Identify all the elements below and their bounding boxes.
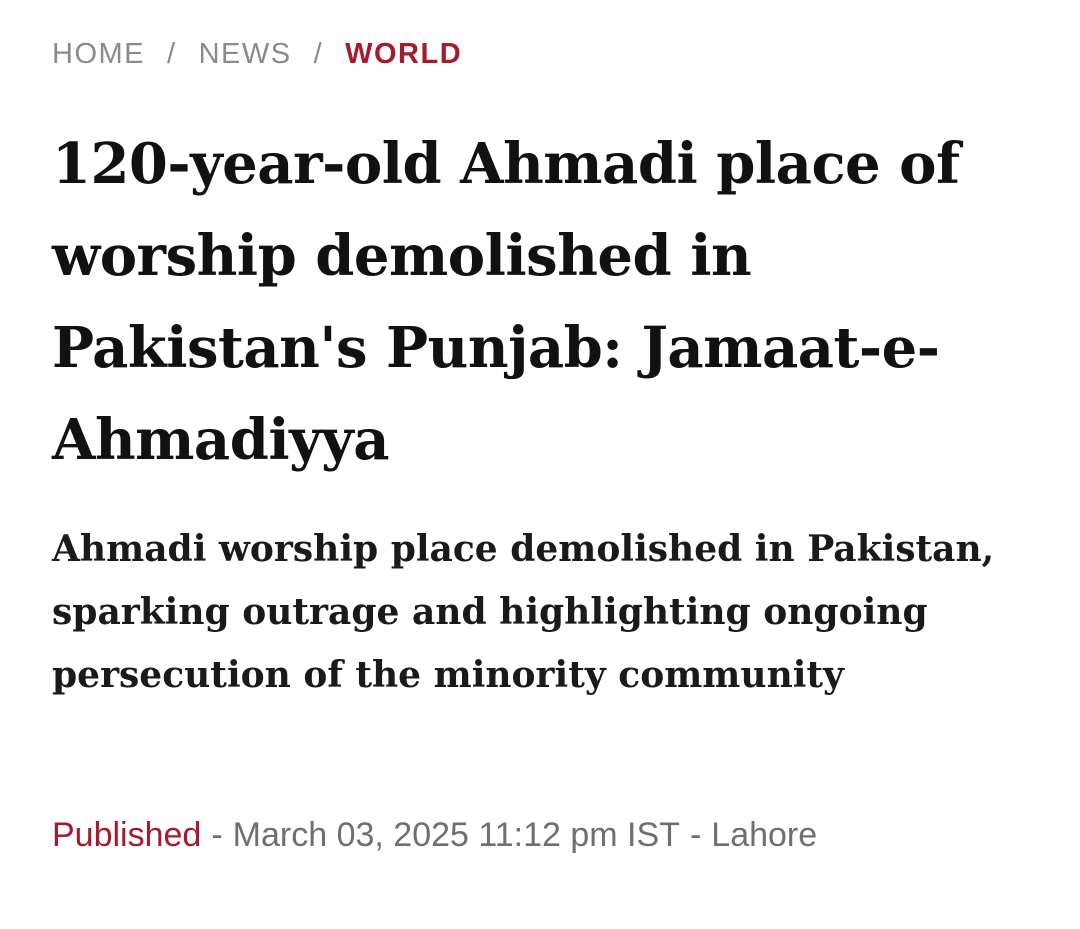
breadcrumb: HOME / NEWS / WORLD <box>52 36 462 72</box>
article-headline: 120-year-old Ahmadi place of worship dem… <box>52 131 960 473</box>
breadcrumb-separator: / <box>313 38 324 70</box>
meta-dash: - <box>689 816 702 854</box>
article-standfirst: Ahmadi worship place demolished in Pakis… <box>52 528 995 696</box>
published-label: Published <box>52 816 202 854</box>
breadcrumb-world-link[interactable]: WORLD <box>345 38 463 70</box>
breadcrumb-news-link[interactable]: NEWS <box>198 38 292 70</box>
breadcrumb-separator: / <box>167 38 177 70</box>
meta-dash: - <box>211 816 223 854</box>
published-datetime: March 03, 2025 11:12 pm IST <box>232 816 680 854</box>
article-location: Lahore <box>711 816 818 854</box>
article-meta: Published - March 03, 2025 11:12 pm IST - La… <box>52 812 817 858</box>
breadcrumb-home-link[interactable]: HOME <box>52 38 145 70</box>
